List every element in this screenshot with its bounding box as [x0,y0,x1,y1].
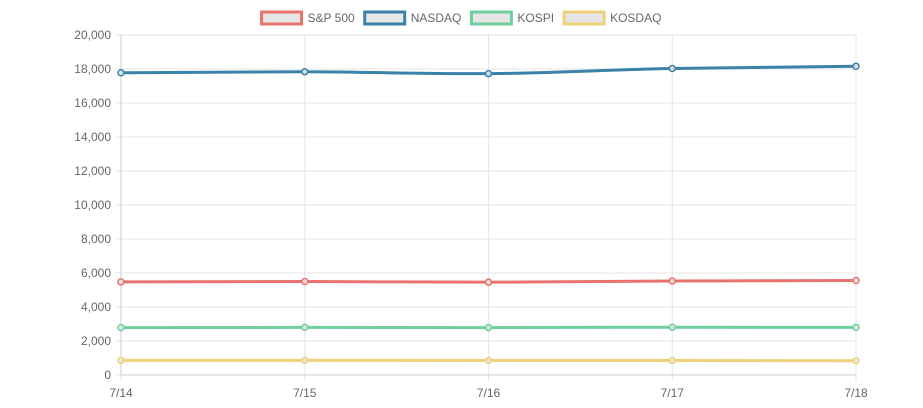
y-tick-label: 10,000 [74,198,111,212]
data-point[interactable] [117,278,125,286]
series-kosdaq [117,356,860,365]
legend-label: KOSPI [517,11,554,25]
data-point[interactable] [852,276,860,285]
series-nasdaq [117,62,860,78]
x-tick-label: 7/18 [844,386,868,400]
data-point[interactable] [301,323,309,332]
legend-swatch [469,10,513,26]
y-tick-label: 18,000 [74,62,111,76]
data-point[interactable] [852,62,860,71]
legend: S&P 500 NASDAQ KOSPI KOSDAQ [260,10,661,26]
axes: 0 2,000 4,000 6,000 8,000 10,000 12,000 14,000 1… [74,28,868,400]
data-point[interactable] [484,356,493,365]
series-s-p-500 [117,276,860,286]
data-point[interactable] [484,278,493,286]
data-point[interactable] [668,356,676,365]
data-point[interactable] [301,356,309,365]
y-tick-label: 16,000 [74,96,111,110]
legend-label: S&P 500 [308,11,355,25]
data-point[interactable] [852,323,860,332]
data-point[interactable] [117,68,125,77]
x-tick-label: 7/16 [477,386,501,400]
data-point[interactable] [117,323,125,332]
series-kospi [117,323,860,332]
legend-label: NASDAQ [411,11,462,25]
data-point[interactable] [852,356,860,365]
legend-swatch [363,10,407,26]
legend-item[interactable]: KOSPI [469,10,554,26]
data-point[interactable] [301,67,309,76]
data-point[interactable] [117,356,125,365]
data-point[interactable] [668,277,676,285]
data-point[interactable] [668,64,676,73]
y-tick-label: 6,000 [81,266,111,280]
x-tick-label: 7/15 [293,386,317,400]
y-tick-label: 8,000 [81,232,111,246]
data-point[interactable] [301,277,309,286]
series-lines [117,62,860,365]
data-point[interactable] [668,323,676,331]
y-tick-label: 12,000 [74,164,111,178]
y-tick-label: 20,000 [74,28,111,42]
legend-label: KOSDAQ [610,11,661,25]
legend-item[interactable]: S&P 500 [260,10,355,26]
data-point[interactable] [484,323,493,332]
legend-item[interactable]: KOSDAQ [562,10,661,26]
y-tick-label: 14,000 [74,130,111,144]
y-tick-label: 4,000 [81,300,111,314]
y-tick-label: 2,000 [81,334,111,348]
legend-item[interactable]: NASDAQ [363,10,462,26]
y-tick-label: 0 [104,368,111,382]
legend-swatch [260,10,304,26]
data-point[interactable] [484,69,493,78]
legend-swatch [562,10,606,26]
x-tick-label: 7/17 [661,386,685,400]
x-tick-label: 7/14 [109,386,133,400]
